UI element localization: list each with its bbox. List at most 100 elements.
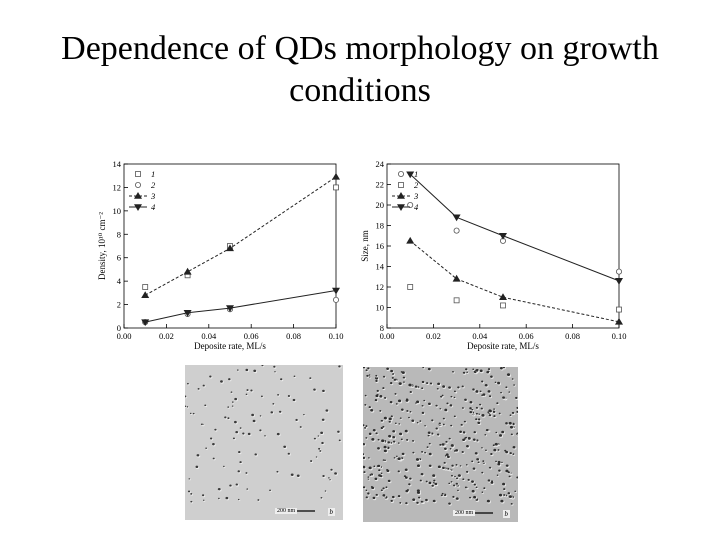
size-chart-y-tick-label: 8 [380,323,384,333]
micrograph-left-dot [322,389,325,393]
micrograph-left-dot [201,494,205,497]
micrograph-right-dot [368,406,371,409]
micrograph-right-dot [448,502,451,505]
micrograph-right-dot [474,452,478,455]
micrograph-right-dot [444,408,448,412]
micrograph-right-dot [409,477,412,480]
micrograph-left-dot [223,465,225,468]
micrograph-right-dot [473,431,476,434]
micrograph-right-dot [399,432,403,436]
micrograph-left-dot [239,461,242,464]
micrograph-right-dot [449,404,453,407]
size-chart-series-3-point [452,274,461,282]
micrograph-right-dot [370,408,374,412]
micrograph-right-dot [471,460,474,463]
size-chart-legend-label: 1 [414,169,418,179]
micrograph-right-dot [505,450,509,454]
micrograph-left-dot [196,454,200,457]
micrograph-right-dot [365,496,368,499]
micrograph-right-dot [467,436,471,440]
micrograph-left-dot [212,443,215,446]
micrograph-right-dot [382,459,385,461]
micrograph-right-dot [404,468,408,472]
micrograph-right-dot [511,411,515,414]
micrograph-right-dot [386,469,390,473]
density-chart-legend-label: 3 [150,191,155,201]
size-chart-series-3-point [406,236,415,244]
micrograph-right-dot [423,399,426,402]
size-chart-legend-label: 3 [413,191,418,201]
micrograph-right-dot [418,496,421,499]
micrograph-left-scale-label: 200 nm [275,508,298,514]
micrograph-right-dot [448,386,451,389]
micrograph-right-dot [465,368,468,371]
micrograph-right-dot [450,424,453,427]
micrograph-left-dot [190,500,193,503]
micrograph-right-dot [383,416,387,420]
micrograph-right-dot [501,461,503,464]
micrograph-right-dot [498,469,501,472]
micrograph-right-dot [382,387,385,390]
micrograph-right-dot [377,438,380,441]
micrograph-right-dot [422,367,425,369]
micrograph-left-dot [247,432,251,436]
micrograph-right-dot [419,420,422,422]
micrograph-right-dot [469,496,472,499]
density-chart-y-tick-label: 6 [117,253,121,263]
micrograph-right-dot [451,464,454,467]
micrograph-right-dot [512,446,516,449]
micrograph-left-dot [321,418,325,421]
micrograph-right-dot [457,489,459,492]
micrograph-right-dot [390,499,393,502]
micrograph-right-dot [493,408,495,410]
micrograph-left-dot [328,477,330,479]
micrograph-left-dot [218,497,220,500]
micrograph-left-dot [259,415,262,417]
micrograph-right-dot [397,442,400,444]
micrograph-left-dot [283,445,287,448]
micrograph-right-dot [485,449,487,451]
micrograph-left-dot [317,435,320,437]
micrograph-right-dot [415,458,420,461]
micrograph-right-dot [432,499,436,503]
micrograph-right-dot [515,396,518,400]
micrograph-right-dot [516,476,518,479]
micrograph-left-dot [273,365,276,368]
micrograph-left-dot [232,401,234,403]
micrograph-right-dot [403,381,405,383]
micrograph-right-dot [388,417,392,421]
size-chart-legend-label: 4 [414,202,419,212]
micrograph-right-dot [375,376,379,380]
micrograph-right-dot [392,440,396,443]
micrograph-left-dot [234,420,237,424]
micrograph-right-dot [382,494,386,497]
micrograph-left-dot [277,394,280,396]
micrograph-right-dot [367,492,370,495]
micrograph-left-dot [230,391,233,393]
micrograph-right-dot [441,492,444,495]
micrograph-right-dot [494,381,497,384]
density-chart-x-tick-label: 0.06 [244,331,259,341]
micrograph-left-dot [187,382,189,385]
micrograph-right-dot [475,406,479,409]
size-chart-series-2-point [616,306,622,313]
micrograph-right-dot [503,488,506,491]
micrograph-right-dot [493,415,496,418]
micrograph-left-dot [231,405,234,407]
density-chart-y-tick-label: 8 [117,229,121,239]
micrograph-left-dot [185,405,187,408]
micrograph-right-dot [426,446,429,448]
size-chart-y-tick-label: 24 [376,159,385,169]
slide-title-line-2: conditions [289,72,431,109]
size-chart-y-tick-label: 20 [376,200,385,210]
micrograph-right-dot [439,408,442,410]
micrograph-right-dot [380,489,383,492]
micrograph-right-dot [395,403,398,405]
micrograph-right-dot [419,479,422,482]
micrograph-right-dot [462,438,465,442]
micrograph-right-dot [387,441,391,444]
micrograph-right-dot [363,456,366,460]
micrograph-right-dot [432,474,436,477]
slide-title: Dependence of QDs morphology on growth c… [0,28,720,112]
micrograph-left-dot [212,457,215,460]
